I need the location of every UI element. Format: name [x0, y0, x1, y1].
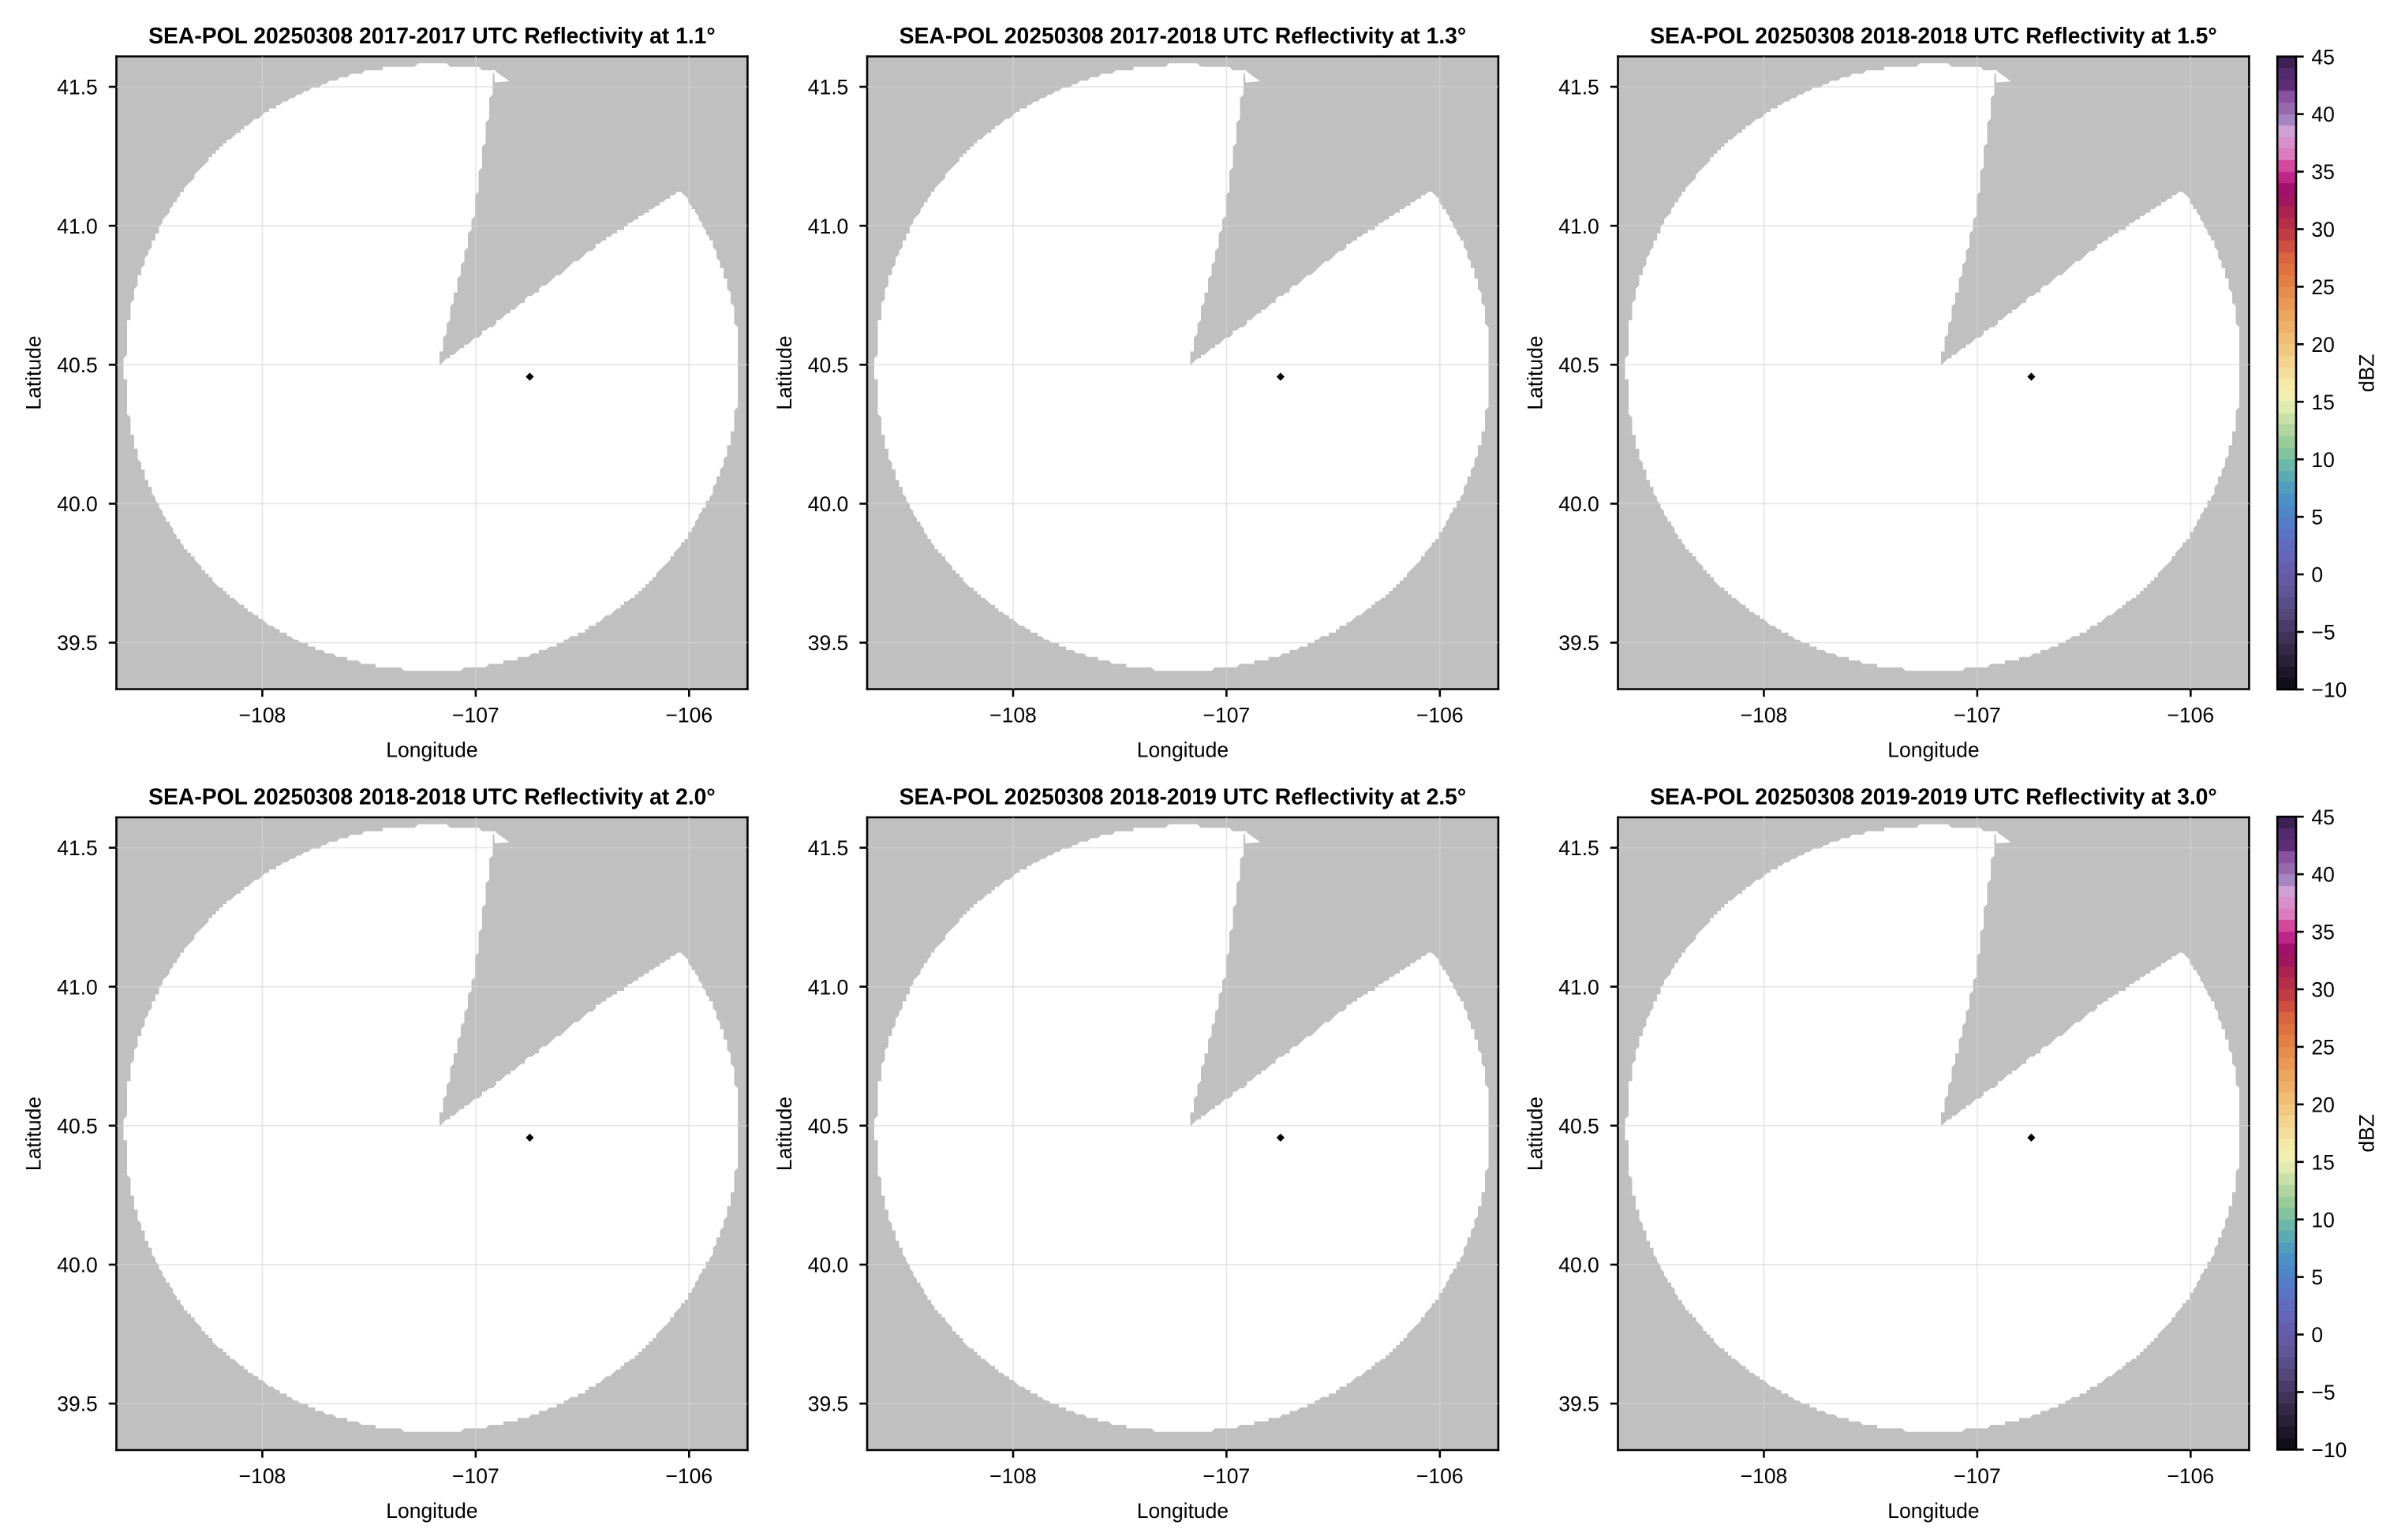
svg-text:−106: −106 [1416, 703, 1464, 727]
svg-text:−108: −108 [239, 1464, 286, 1488]
svg-text:−108: −108 [239, 703, 286, 727]
svg-text:30: 30 [2311, 218, 2334, 241]
svg-text:40.0: 40.0 [808, 1254, 849, 1277]
svg-text:41.0: 41.0 [57, 975, 98, 999]
svg-text:Latitude: Latitude [1524, 335, 1547, 409]
svg-text:41.5: 41.5 [1558, 836, 1599, 860]
svg-text:41.5: 41.5 [808, 76, 849, 99]
svg-text:Latitude: Latitude [1524, 1097, 1547, 1171]
svg-text:SEA-POL 20250308 2018-2018 UTC: SEA-POL 20250308 2018-2018 UTC Reflectiv… [1650, 23, 2217, 48]
svg-text:40.0: 40.0 [808, 492, 849, 516]
svg-text:0: 0 [2311, 563, 2323, 587]
svg-text:40.0: 40.0 [1558, 1254, 1599, 1277]
svg-text:−108: −108 [1741, 703, 1788, 727]
svg-text:41.5: 41.5 [57, 836, 98, 860]
svg-text:SEA-POL 20250308 2017-2017 UTC: SEA-POL 20250308 2017-2017 UTC Reflectiv… [148, 23, 716, 48]
svg-text:25: 25 [2311, 1036, 2334, 1060]
svg-text:20: 20 [2311, 1093, 2334, 1116]
svg-text:20: 20 [2311, 333, 2334, 357]
svg-text:−106: −106 [665, 703, 713, 727]
svg-text:39.5: 39.5 [1558, 1392, 1599, 1416]
svg-text:35: 35 [2311, 921, 2334, 944]
svg-text:39.5: 39.5 [57, 1392, 98, 1416]
svg-text:5: 5 [2311, 506, 2323, 529]
svg-text:45: 45 [2311, 45, 2334, 69]
svg-text:40.0: 40.0 [57, 492, 98, 516]
svg-text:−107: −107 [1203, 1464, 1251, 1488]
svg-text:41.0: 41.0 [808, 975, 849, 999]
svg-text:40.5: 40.5 [808, 1114, 849, 1138]
svg-text:40.5: 40.5 [1558, 353, 1599, 377]
svg-text:40.0: 40.0 [1558, 492, 1599, 516]
svg-text:45: 45 [2311, 806, 2334, 829]
svg-text:Longitude: Longitude [386, 738, 477, 762]
svg-text:SEA-POL 20250308 2019-2019 UTC: SEA-POL 20250308 2019-2019 UTC Reflectiv… [1650, 783, 2217, 809]
svg-text:40.5: 40.5 [57, 1114, 98, 1138]
svg-text:0: 0 [2311, 1323, 2323, 1347]
svg-text:−10: −10 [2311, 1438, 2347, 1462]
svg-text:41.0: 41.0 [808, 215, 849, 238]
svg-text:−106: −106 [665, 1464, 713, 1488]
svg-text:−106: −106 [1416, 1464, 1464, 1488]
svg-text:39.5: 39.5 [808, 631, 849, 655]
svg-text:−10: −10 [2311, 678, 2347, 702]
svg-text:41.5: 41.5 [57, 76, 98, 99]
svg-text:15: 15 [2311, 1150, 2334, 1174]
svg-text:40.0: 40.0 [57, 1254, 98, 1277]
svg-text:35: 35 [2311, 160, 2334, 184]
svg-text:10: 10 [2311, 1208, 2334, 1232]
svg-text:Longitude: Longitude [1887, 1499, 1979, 1523]
svg-text:Latitude: Latitude [22, 335, 46, 409]
svg-text:Latitude: Latitude [22, 1097, 46, 1171]
svg-text:Longitude: Longitude [1137, 1499, 1229, 1523]
svg-text:Longitude: Longitude [1887, 738, 1979, 762]
svg-text:−107: −107 [1954, 703, 2001, 727]
svg-text:Latitude: Latitude [772, 1097, 796, 1171]
svg-text:10: 10 [2311, 448, 2334, 472]
svg-text:Longitude: Longitude [1137, 738, 1229, 762]
svg-text:−106: −106 [2167, 1464, 2214, 1488]
svg-text:−108: −108 [1741, 1464, 1788, 1488]
svg-text:39.5: 39.5 [57, 631, 98, 655]
svg-text:−107: −107 [452, 1464, 499, 1488]
svg-text:41.0: 41.0 [57, 215, 98, 238]
svg-text:40.5: 40.5 [808, 353, 849, 377]
svg-text:40: 40 [2311, 103, 2334, 126]
svg-text:SEA-POL 20250308 2018-2018 UTC: SEA-POL 20250308 2018-2018 UTC Reflectiv… [148, 783, 716, 809]
svg-text:−108: −108 [989, 1464, 1037, 1488]
svg-text:39.5: 39.5 [1558, 631, 1599, 655]
svg-text:40.5: 40.5 [57, 353, 98, 377]
svg-text:41.0: 41.0 [1558, 215, 1599, 238]
svg-text:−5: −5 [2311, 621, 2335, 645]
svg-text:−107: −107 [1954, 1464, 2001, 1488]
svg-text:40: 40 [2311, 863, 2334, 887]
svg-text:39.5: 39.5 [808, 1392, 849, 1416]
svg-text:25: 25 [2311, 275, 2334, 299]
svg-text:−107: −107 [452, 703, 499, 727]
svg-text:41.5: 41.5 [1558, 76, 1599, 99]
svg-text:−108: −108 [989, 703, 1037, 727]
svg-text:dBZ: dBZ [2355, 1114, 2379, 1153]
svg-text:15: 15 [2311, 391, 2334, 414]
svg-text:SEA-POL 20250308 2018-2019 UTC: SEA-POL 20250308 2018-2019 UTC Reflectiv… [900, 783, 1467, 809]
svg-text:−5: −5 [2311, 1381, 2335, 1404]
svg-text:dBZ: dBZ [2355, 353, 2379, 392]
svg-text:Latitude: Latitude [772, 335, 796, 409]
svg-text:SEA-POL 20250308 2017-2018 UTC: SEA-POL 20250308 2017-2018 UTC Reflectiv… [900, 23, 1467, 48]
svg-text:−106: −106 [2167, 703, 2214, 727]
svg-text:5: 5 [2311, 1265, 2323, 1289]
svg-text:41.0: 41.0 [1558, 975, 1599, 999]
svg-text:Longitude: Longitude [386, 1499, 477, 1523]
svg-text:30: 30 [2311, 978, 2334, 1002]
svg-text:41.5: 41.5 [808, 836, 849, 860]
svg-text:−107: −107 [1203, 703, 1251, 727]
svg-text:40.5: 40.5 [1558, 1114, 1599, 1138]
